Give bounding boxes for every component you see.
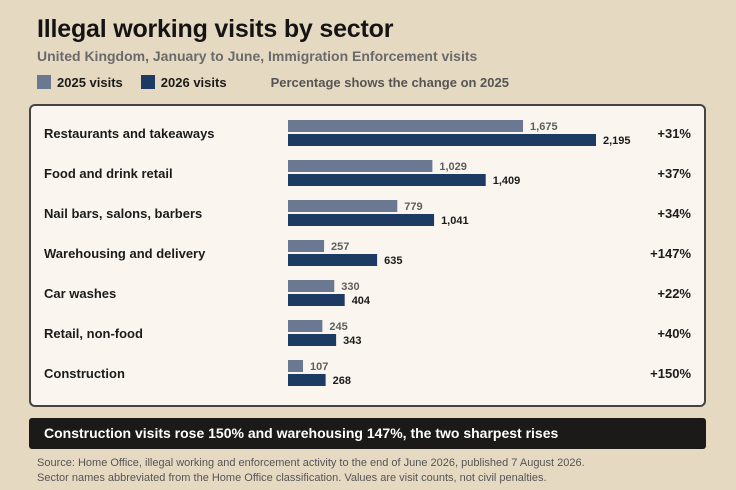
category-label: Restaurants and takeaways — [44, 126, 215, 141]
bar-2025 — [288, 360, 304, 372]
bar-2025 — [288, 280, 335, 292]
headline-banner: Construction visits rose 150% and wareho… — [29, 418, 706, 449]
change-label: +40% — [657, 326, 691, 341]
legend-swatch-2025 — [37, 75, 51, 89]
value-label-2025: 779 — [404, 201, 422, 213]
change-label: +150% — [650, 366, 691, 381]
legend-swatch-2026 — [140, 75, 155, 89]
bar-2025 — [288, 120, 524, 132]
category-label: Construction — [44, 366, 125, 381]
value-label-2025: 245 — [329, 321, 347, 333]
legend: 2025 visits 2026 visits Percentage shows… — [37, 73, 509, 91]
source-line-2: Sector names abbreviated from the Home O… — [37, 472, 547, 484]
value-label-2025: 1,029 — [439, 161, 467, 173]
category-label: Warehousing and delivery — [44, 246, 206, 261]
bar-chart: Restaurants and takeaways 1,675 2,195 +31% F… — [44, 120, 691, 387]
value-label-2026: 635 — [384, 255, 402, 267]
change-label: +22% — [657, 286, 691, 301]
bar-2025 — [288, 320, 323, 332]
change-label: +147% — [650, 246, 691, 261]
value-label-2026: 343 — [343, 335, 361, 347]
chart-panel: Restaurants and takeaways 1,675 2,195 +31% F… — [29, 104, 706, 407]
bar-2025 — [288, 160, 433, 172]
legend-item-2026: 2026 visits — [140, 74, 227, 90]
value-label-2026: 1,409 — [493, 175, 521, 187]
value-label-2025: 257 — [331, 241, 349, 253]
chart-subtitle: United Kingdom, January to June, Immigra… — [37, 48, 478, 64]
bar-2025 — [288, 240, 325, 252]
bar-2026 — [288, 254, 378, 266]
value-label-2026: 268 — [333, 375, 351, 387]
change-label: +37% — [657, 166, 691, 181]
value-label-2026: 2,195 — [603, 135, 631, 147]
chart-title: Illegal working visits by sector — [37, 15, 394, 43]
source-line-1: Source: Home Office, illegal working and… — [37, 457, 585, 469]
legend-label-2026: 2026 visits — [160, 74, 227, 90]
category-label: Retail, non-food — [44, 326, 143, 341]
value-label-2025: 107 — [310, 361, 328, 373]
legend-label-2025: 2025 visits — [57, 74, 123, 90]
value-label-2026: 1,041 — [441, 215, 469, 227]
value-label-2026: 404 — [352, 295, 371, 307]
category-label: Nail bars, salons, barbers — [44, 206, 202, 221]
bar-2026 — [288, 374, 326, 386]
category-label: Car washes — [44, 286, 116, 301]
bar-2025 — [288, 200, 398, 212]
value-label-2025: 1,675 — [530, 121, 558, 133]
legend-note: Percentage shows the change on 2025 — [270, 74, 509, 90]
source-note: Source: Home Office, illegal working and… — [37, 456, 585, 486]
bar-2026 — [288, 334, 337, 346]
bar-2026 — [288, 134, 596, 146]
bar-2026 — [288, 294, 345, 306]
bar-2026 — [288, 214, 435, 226]
legend-item-2025: 2025 visits — [37, 75, 123, 90]
category-label: Food and drink retail — [44, 166, 173, 181]
change-label: +31% — [657, 126, 691, 141]
bar-2026 — [288, 174, 486, 186]
value-label-2025: 330 — [341, 281, 359, 293]
change-label: +34% — [657, 206, 691, 221]
